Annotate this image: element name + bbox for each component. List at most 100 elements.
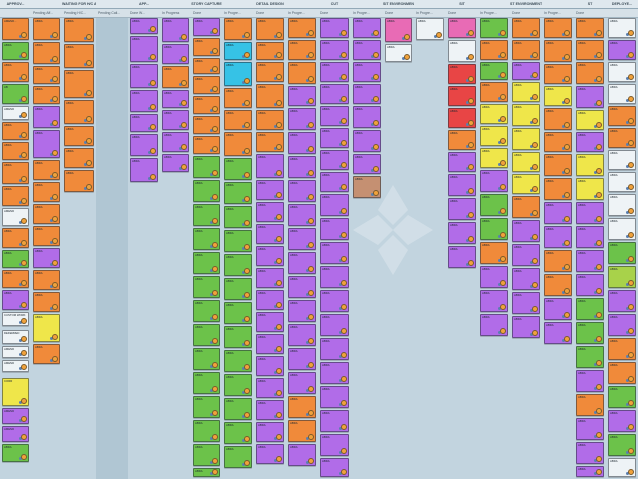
kanban-card[interactable]: ABDA [33,18,60,40]
kanban-card[interactable]: ABDA [224,326,252,348]
kanban-card[interactable]: ABDA [353,176,381,198]
kanban-card[interactable]: ABDA [2,250,29,268]
column-subheader[interactable]: In Progre... [286,9,318,18]
kanban-card[interactable]: ABDA [224,398,252,420]
kanban-card[interactable]: ABDA [512,244,540,266]
kanban-card[interactable]: ABDA [608,40,636,60]
kanban-card[interactable]: ABDA [480,18,508,38]
kanban-card[interactable]: ABDA [320,18,349,38]
kanban-card[interactable]: ABDA [320,150,349,170]
kanban-card[interactable]: ABDA [64,70,94,98]
kanban-card[interactable]: ABDA [608,314,636,336]
kanban-card[interactable]: ABDA [608,290,636,312]
kanban-card[interactable]: ABDA [64,148,94,168]
kanban-card[interactable]: ABDA [288,156,316,178]
kanban-card[interactable]: ABDA [224,230,252,252]
kanban-card[interactable]: ABDA [288,40,316,60]
kanban-card[interactable]: ABDA [224,302,252,324]
kanban-card[interactable]: ABDA [544,64,572,84]
kanban-card[interactable]: ABDA [576,370,604,392]
kanban-card[interactable]: ABDA [608,128,636,148]
kanban-card[interactable]: ABDA [256,290,284,310]
kanban-card[interactable]: ABDA [480,314,508,336]
kanban-card[interactable]: ABDA [64,100,94,124]
kanban-card[interactable]: ABDA [33,292,60,312]
kanban-card[interactable]: ABDA [544,226,572,248]
kanban-card[interactable]: ABDA [193,180,220,202]
kanban-card[interactable]: ABDA [576,18,604,38]
kanban-card[interactable]: ABDA [193,228,220,250]
kanban-card[interactable]: ABDA [224,132,252,156]
kanban-card[interactable]: ABDA [162,44,189,64]
kanban-card[interactable]: ABDA [544,154,572,176]
kanban-card[interactable]: ABDA [256,224,284,244]
kanban-card[interactable]: ABDA [288,300,316,322]
kanban-card[interactable]: ABDA [130,134,158,156]
kanban-card[interactable]: ABDA [544,274,572,296]
kanban-card[interactable]: ABDA [512,196,540,218]
kanban-card[interactable]: ABDA [33,160,60,180]
kanban-card[interactable]: ABDA [448,152,476,172]
kanban-card[interactable]: AMEND [2,208,29,226]
kanban-card[interactable]: ABDA [288,62,316,84]
kanban-card[interactable]: ABDA [256,180,284,200]
column-header[interactable]: App... [128,0,160,9]
kanban-card[interactable]: ABDA [480,266,508,288]
kanban-card[interactable]: ABDA [480,218,508,240]
kanban-card[interactable]: ABDA [224,278,252,300]
column-header[interactable] [414,0,446,9]
kanban-card[interactable]: ABDA [576,250,604,272]
kanban-card[interactable]: ABDA [224,206,252,228]
kanban-card[interactable]: ABDA [448,86,476,106]
kanban-card[interactable]: ABDA [224,446,252,468]
kanban-card[interactable]: ABDA [288,396,316,418]
column-header[interactable]: Approv... [0,0,31,9]
kanban-card[interactable]: ABDA [288,228,316,250]
kanban-card[interactable]: ABDA [544,108,572,130]
kanban-card[interactable]: ABDA [320,266,349,288]
kanban-card[interactable]: ABDA [33,226,60,246]
kanban-card[interactable]: ABDA [288,204,316,226]
kanban-card[interactable]: ABDA [448,64,476,84]
kanban-card[interactable]: ABDA [608,150,636,170]
column-header[interactable] [542,0,574,9]
kanban-card[interactable]: ABDA [320,242,349,264]
kanban-card[interactable]: ABDA [2,162,29,184]
kanban-card[interactable]: ABDA [608,386,636,408]
kanban-card[interactable]: ABDA [320,314,349,336]
kanban-card[interactable]: ABDA [2,142,29,160]
kanban-card[interactable]: ABDA [320,194,349,216]
kanban-card[interactable]: ABDA [256,132,284,152]
kanban-card[interactable]: ABDA [33,344,60,364]
kanban-card[interactable]: ABDA [480,126,508,146]
kanban-card[interactable]: ABDA [2,186,29,206]
kanban-card[interactable]: ABDA [576,226,604,248]
kanban-card[interactable]: ABDA [288,444,316,466]
kanban-card[interactable]: ABDA [320,84,349,104]
kanban-card[interactable]: ABDA [193,136,220,154]
kanban-card[interactable]: ABDA [385,44,412,62]
column-header[interactable]: Cut [318,0,351,9]
kanban-card[interactable]: ABDA [288,18,316,38]
column-subheader[interactable]: Done [318,9,351,18]
kanban-card[interactable]: ABDA [130,18,158,34]
kanban-card[interactable]: ABDA [130,64,158,88]
column-header[interactable] [351,0,383,9]
kanban-card[interactable]: ABDA [544,132,572,152]
kanban-card[interactable]: ABDA [256,444,284,464]
kanban-card[interactable]: ABDA [480,62,508,80]
kanban-card[interactable]: ABDA [193,444,220,466]
kanban-card[interactable]: ABDA [2,42,29,60]
column-subheader[interactable]: In Progre... [222,9,254,18]
kanban-card[interactable]: ABDA [512,220,540,242]
kanban-card[interactable]: ABDA [576,394,604,416]
kanban-card[interactable]: ABDA [576,298,604,320]
kanban-card[interactable]: ABDA [193,252,220,274]
kanban-card[interactable]: ABDA [193,58,220,74]
kanban-card[interactable]: ABDA [576,322,604,344]
kanban-card[interactable]: ABDA [193,348,220,370]
kanban-card[interactable]: ABDA [576,178,604,200]
kanban-card[interactable]: CUSTOM WORK [2,312,29,326]
kanban-card[interactable]: ABDA [33,248,60,268]
kanban-card[interactable]: ABDA [193,76,220,94]
